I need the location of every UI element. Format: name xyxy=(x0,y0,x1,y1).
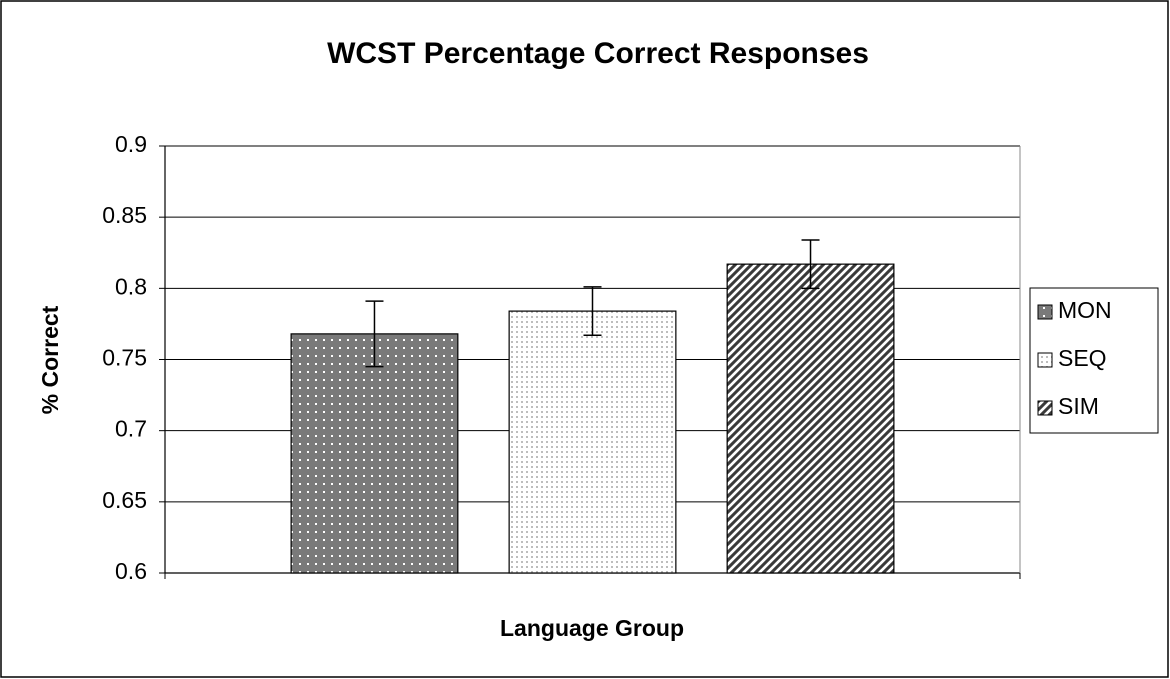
y-tick-label: 0.6 xyxy=(115,558,147,584)
legend-label: MON xyxy=(1058,297,1112,323)
error-bar xyxy=(801,239,820,290)
error-bar xyxy=(365,300,384,368)
y-tick-label: 0.8 xyxy=(115,273,147,299)
y-tick-label: 0.75 xyxy=(102,345,147,371)
bar xyxy=(726,263,895,574)
legend-label: SIM xyxy=(1058,393,1099,419)
y-tick-label: 0.9 xyxy=(115,131,147,157)
y-axis-label: % Correct xyxy=(37,305,63,414)
y-tick-label: 0.7 xyxy=(115,416,147,442)
bar xyxy=(290,333,459,574)
legend-swatch xyxy=(1037,400,1053,416)
y-tick-label: 0.85 xyxy=(102,202,147,228)
legend-label: SEQ xyxy=(1058,345,1107,371)
bar xyxy=(508,310,677,574)
chart-title: WCST Percentage Correct Responses xyxy=(327,37,869,70)
error-bar xyxy=(583,286,602,337)
x-axis-label: Language Group xyxy=(500,615,684,641)
legend-swatch xyxy=(1037,304,1053,320)
y-tick-label: 0.65 xyxy=(102,487,147,513)
legend-swatch xyxy=(1037,352,1053,368)
